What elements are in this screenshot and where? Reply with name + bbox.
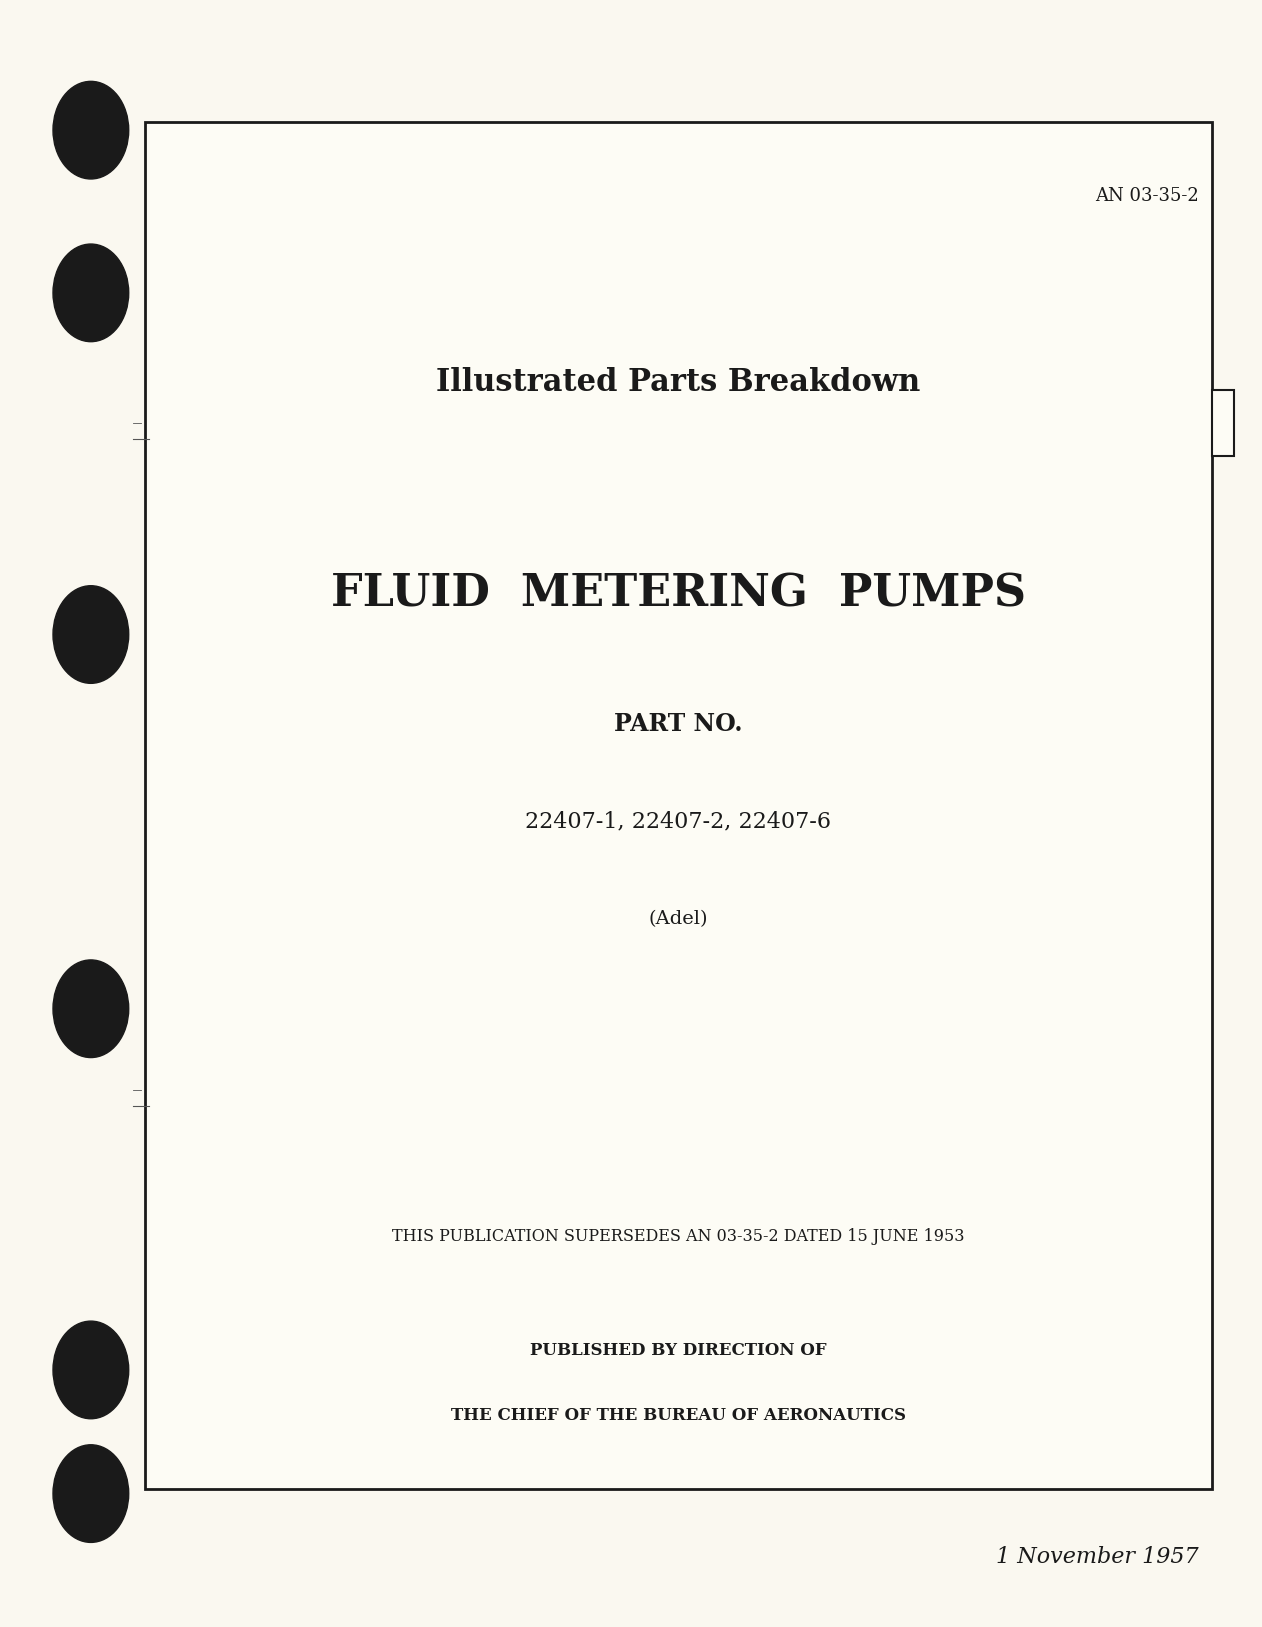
Circle shape — [53, 1445, 129, 1542]
Circle shape — [53, 81, 129, 179]
Circle shape — [53, 244, 129, 342]
Text: AN 03-35-2: AN 03-35-2 — [1095, 187, 1199, 205]
Bar — [1212, 390, 1234, 456]
Bar — [145, 122, 1212, 1489]
Text: FLUID  METERING  PUMPS: FLUID METERING PUMPS — [331, 573, 1026, 615]
Text: Illustrated Parts Breakdown: Illustrated Parts Breakdown — [437, 366, 920, 399]
Circle shape — [53, 1321, 129, 1419]
Text: (Adel): (Adel) — [649, 909, 708, 929]
Text: THIS PUBLICATION SUPERSEDES AN 03-35-2 DATED 15 JUNE 1953: THIS PUBLICATION SUPERSEDES AN 03-35-2 D… — [392, 1228, 964, 1245]
Circle shape — [53, 586, 129, 683]
Circle shape — [53, 960, 129, 1058]
Text: THE CHIEF OF THE BUREAU OF AERONAUTICS: THE CHIEF OF THE BUREAU OF AERONAUTICS — [451, 1407, 906, 1424]
Text: PART NO.: PART NO. — [615, 713, 742, 735]
Text: 22407-1, 22407-2, 22407-6: 22407-1, 22407-2, 22407-6 — [525, 810, 832, 833]
Text: PUBLISHED BY DIRECTION OF: PUBLISHED BY DIRECTION OF — [530, 1342, 827, 1359]
Text: 1 November 1957: 1 November 1957 — [996, 1546, 1199, 1568]
